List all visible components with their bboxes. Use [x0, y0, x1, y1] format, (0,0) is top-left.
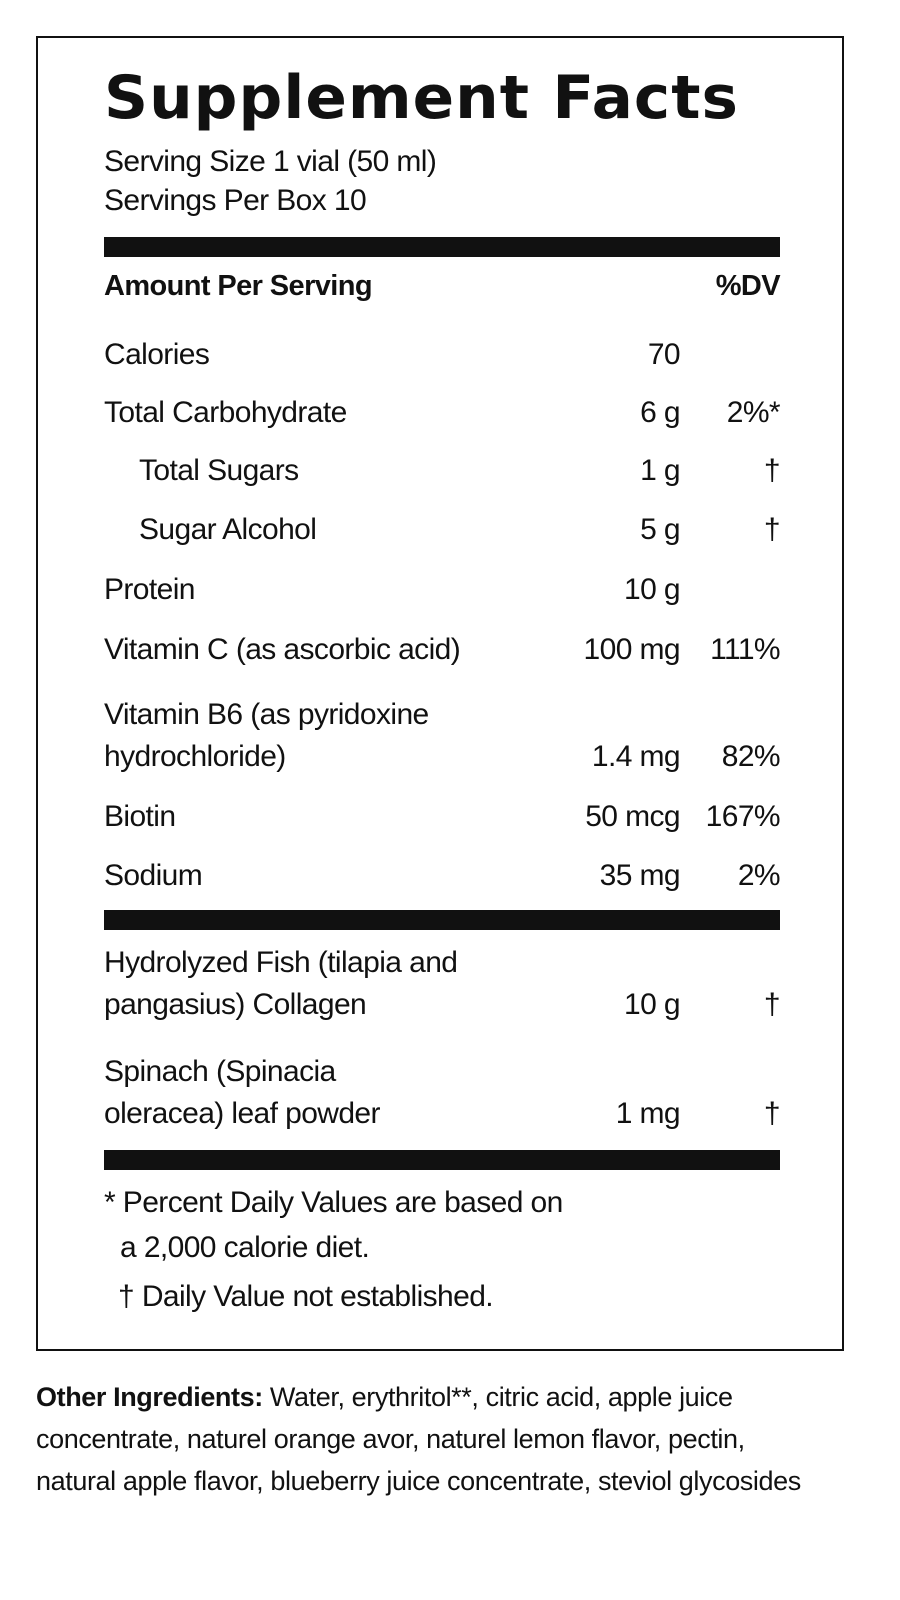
ingredient-name: Hydrolyzed Fish (tilapia and [104, 946, 458, 979]
nutrient-name: Total Carbohydrate [104, 396, 347, 429]
nutrient-dv: 2% [737, 859, 781, 892]
ingredient-name-cont: oleracea) leaf powder [104, 1097, 381, 1130]
serving-size: Serving Size 1 vial (50 ml) [104, 145, 437, 178]
other-ingredients-text: Water, erythritol**, citric acid, apple … [36, 1382, 801, 1496]
nutrient-amount: 5 g [640, 513, 681, 546]
divider-thick [104, 910, 780, 930]
nutrient-name: Total Sugars [139, 454, 299, 487]
ingredient-dv: † [763, 988, 781, 1021]
ingredient-amount: 1 mg [615, 1097, 681, 1130]
nutrient-name: Sugar Alcohol [139, 513, 317, 546]
nutrient-dv: 111% [710, 633, 780, 666]
panel-title: Supplement Facts [104, 63, 739, 133]
nutrient-amount: 100 mg [583, 633, 681, 666]
supplement-facts-panel [36, 36, 844, 1351]
nutrient-amount: 6 g [640, 396, 681, 429]
nutrient-dv: † [763, 513, 781, 546]
other-ingredients-label: Other Ingredients: [36, 1382, 263, 1412]
servings-per-container: Servings Per Box 10 [104, 184, 367, 217]
divider-thick [104, 1150, 780, 1170]
dv-header: %DV [715, 270, 781, 302]
nutrient-amount: 35 mg [599, 859, 681, 892]
nutrient-name-cont: hydrochloride) [104, 740, 286, 773]
footnote-dagger: † Daily Value not established. [118, 1280, 494, 1313]
nutrient-name: Vitamin B6 (as pyridoxine [104, 698, 429, 731]
nutrient-name: Calories [104, 338, 210, 371]
divider-thick [104, 237, 780, 257]
nutrient-dv: 2%* [726, 396, 781, 429]
nutrient-amount: 50 mcg [585, 800, 680, 833]
nutrient-name: Protein [104, 573, 195, 606]
nutrient-amount: 1.4 mg [591, 740, 681, 773]
footnote-dv-cont: a 2,000 calorie diet. [120, 1231, 370, 1264]
ingredient-amount: 10 g [624, 988, 681, 1021]
ingredient-dv: † [763, 1097, 781, 1130]
other-ingredients: Other Ingredients: Water, erythritol**, … [36, 1376, 816, 1502]
ingredient-name: Spinach (Spinacia [104, 1055, 336, 1088]
nutrient-name: Biotin [104, 800, 176, 833]
nutrient-amount: 1 g [640, 454, 681, 487]
footnote-dv: * Percent Daily Values are based on [104, 1186, 563, 1219]
nutrient-dv: 167% [705, 800, 781, 833]
amount-per-serving-header: Amount Per Serving [104, 270, 373, 302]
nutrient-amount: 10 g [624, 573, 681, 606]
nutrient-dv: 82% [721, 740, 781, 773]
nutrient-amount: 70 [647, 338, 681, 371]
nutrient-dv: † [763, 454, 781, 487]
nutrient-name: Vitamin C (as ascorbic acid) [104, 633, 461, 666]
nutrient-name: Sodium [104, 859, 203, 892]
ingredient-name-cont: pangasius) Collagen [104, 988, 367, 1021]
